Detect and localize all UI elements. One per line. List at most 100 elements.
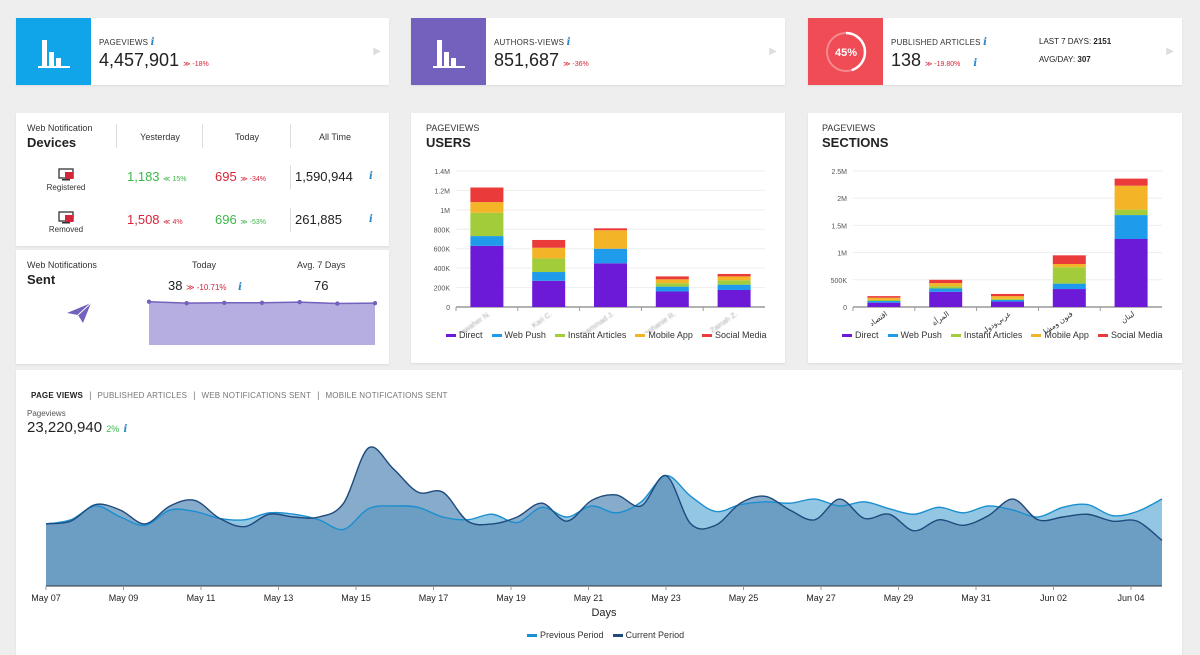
legend-item[interactable]: Web Push [887, 330, 942, 340]
bar-segment [1114, 209, 1148, 216]
tab-mobile-notifications-sent[interactable]: MOBILE NOTIFICATIONS SENT [325, 390, 448, 400]
kpi-value: 138 ≫ -19.80% i [891, 50, 978, 70]
spark-point [297, 299, 302, 305]
tab-web-notifications-sent[interactable]: WEB NOTIFICATIONS SENT [201, 390, 312, 400]
legend-swatch [887, 334, 898, 338]
today-value: 695 ≫ -34% [215, 169, 266, 184]
spark-point [184, 300, 189, 306]
legend-item[interactable]: Direct [446, 330, 483, 340]
change-down: ≫ -19.80% [925, 61, 961, 68]
x-tick-label: Kari C. [530, 309, 554, 330]
sent-sub: Web Notifications [27, 260, 97, 270]
legend-swatch [701, 334, 712, 338]
chevron-right-icon[interactable]: ▶ [769, 46, 777, 57]
y-tick-label: 2.5M [831, 169, 847, 176]
bar-segment [991, 298, 1024, 300]
bar-segment [1114, 215, 1148, 239]
pageviews-total: 23,220,940 2% i [27, 419, 128, 436]
bar-segment [1052, 289, 1086, 307]
legend-item[interactable]: Web Push [491, 330, 546, 340]
devices-card: Web Notification Devices Yesterday Today… [16, 113, 389, 246]
x-tick-label: May 31 [961, 593, 991, 603]
info-icon[interactable]: i [150, 37, 155, 48]
bar-segment [655, 276, 689, 280]
sent-avg-label: Avg. 7 Days [297, 260, 346, 270]
sections-legend: Direct Web Push Instant Articles Mobile App… [842, 330, 1162, 340]
paper-plane-icon [66, 302, 92, 329]
col-yesterday: Yesterday [140, 132, 180, 142]
x-tick-label: May 25 [729, 593, 759, 603]
legend-label: Social Media [1110, 330, 1163, 340]
bar-segment [717, 276, 751, 281]
sections-card: PAGEVIEWS SECTIONS 0 500K 1M 1.5M 2M 2.5M اقتص… [808, 113, 1182, 363]
kpi-pageviews[interactable]: PAGEVIEWS i 4,457,901 ≫ -18% ▶ [16, 18, 389, 85]
bar-segment [470, 212, 504, 237]
pageviews-sub: Pageviews [27, 409, 66, 418]
tab-page-views[interactable]: PAGE VIEWS [31, 390, 84, 400]
change-up: ≪ 15% [163, 176, 187, 183]
change-down: ≫ -53% [240, 219, 266, 226]
info-icon[interactable]: i [983, 37, 988, 48]
bar-segment [867, 302, 901, 307]
info-icon[interactable]: i [566, 37, 571, 48]
sent-sparkline [147, 299, 377, 345]
legend-label: Mobile App [1044, 330, 1089, 340]
sent-card: Web Notifications Sent Today Avg. 7 Days… [16, 250, 389, 364]
legend-swatch [1031, 334, 1042, 338]
x-tick-label: May 21 [574, 593, 604, 603]
info-icon[interactable]: i [973, 58, 978, 69]
y-tick-label: 1.5M [831, 223, 847, 230]
legend-item[interactable]: Previous Period [527, 630, 604, 640]
sent-title: Sent [27, 272, 56, 287]
kpi-tile [16, 18, 91, 85]
info-icon[interactable]: i [369, 214, 373, 225]
legend-item[interactable]: Social Media [701, 330, 766, 340]
bar-segment [594, 228, 627, 231]
kpi-authors-views[interactable]: AUTHORS-VIEWS i 851,687 ≫ -36% ▶ [411, 18, 785, 85]
legend-item[interactable]: Current Period [612, 630, 685, 640]
pageviews-area-chart: May 07 May 09 May 11 May 13 May 15 May 17 May … [31, 446, 1163, 619]
x-tick-label: May 19 [496, 593, 526, 603]
bar-chart-icon [432, 39, 465, 68]
legend-item[interactable]: Instant Articles [554, 330, 626, 340]
row-label: Registered [46, 183, 86, 192]
y-tick-label: 200K [434, 286, 451, 293]
chevron-right-icon[interactable]: ▶ [1166, 46, 1174, 57]
pageviews-tabs: PAGE VIEWS | PUBLISHED ARTICLES | WEB NOTI… [31, 390, 448, 400]
legend-item[interactable]: Social Media [1097, 330, 1163, 340]
legend-label: Current Period [625, 630, 685, 640]
bar-segment [991, 299, 1024, 302]
legend-item[interactable]: Instant Articles [950, 330, 1022, 340]
bar-segment [929, 291, 963, 307]
bar-segment [470, 187, 504, 203]
ring-value: 45% [834, 47, 856, 59]
legend-item[interactable]: Mobile App [635, 330, 693, 340]
area-line [45, 446, 1163, 542]
kpi-label: AUTHORS-VIEWS i [494, 37, 571, 48]
spark-point [222, 300, 227, 305]
bar-segment [470, 236, 504, 246]
legend-item[interactable]: Mobile App [1031, 330, 1089, 340]
tab-published-articles[interactable]: PUBLISHED ARTICLES [97, 390, 188, 400]
bar-segment [717, 290, 751, 307]
bar-segment [470, 245, 504, 307]
y-tick-label: 800K [434, 227, 451, 234]
legend-label: Direct [855, 330, 879, 340]
info-icon[interactable]: i [123, 424, 128, 435]
sent-today-value: 38 ≫ -10.71% i [168, 278, 242, 293]
bar-segment [991, 293, 1024, 297]
x-tick-label: May 09 [109, 593, 139, 603]
y-tick-label: 1.4M [434, 169, 450, 176]
bar-segment [470, 202, 504, 213]
info-icon[interactable]: i [369, 171, 373, 182]
x-tick-label: لبنان [1119, 309, 1136, 325]
legend-swatch [554, 334, 565, 338]
x-tick-label: May 13 [264, 593, 294, 603]
legend-item[interactable]: Direct [842, 330, 879, 340]
kpi-published-articles[interactable]: 45% PUBLISHED ARTICLES i 138 ≫ -19.80% i … [808, 18, 1182, 85]
x-tick-label: May 07 [31, 593, 61, 603]
bar-segment [532, 258, 566, 273]
chevron-right-icon[interactable]: ▶ [373, 46, 381, 57]
info-icon[interactable]: i [238, 282, 242, 293]
kpi-value: 851,687 ≫ -36% [494, 50, 589, 70]
